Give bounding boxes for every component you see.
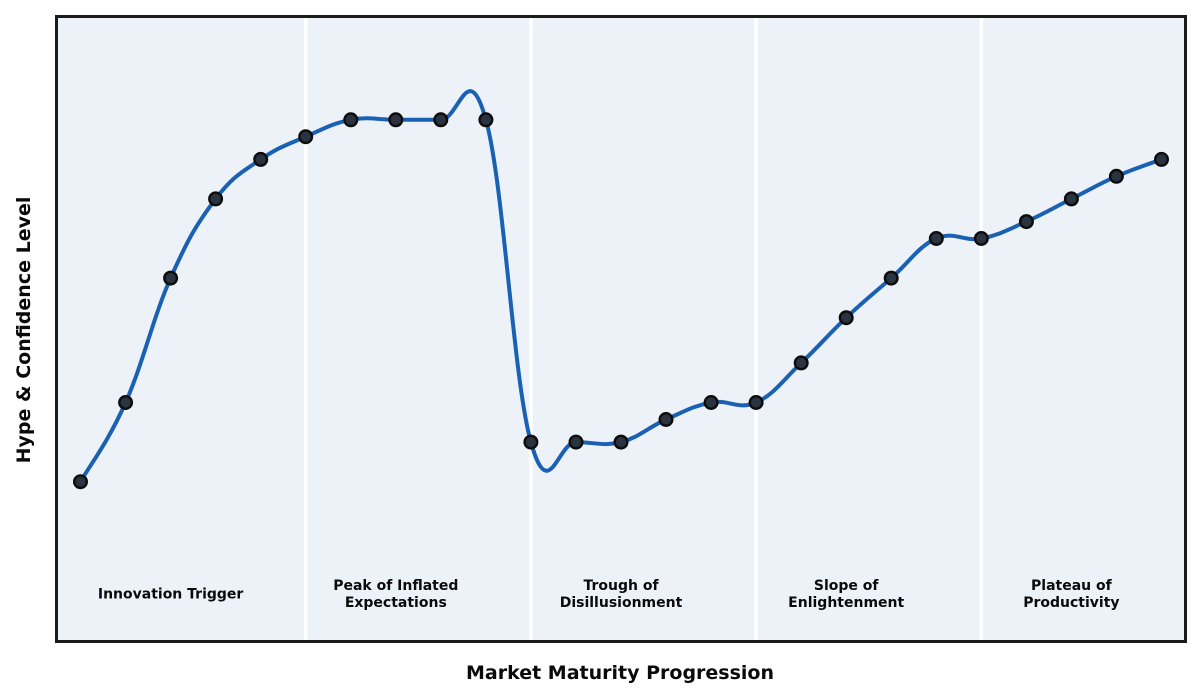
data-point-marker — [523, 434, 539, 450]
data-point-marker — [568, 434, 584, 450]
data-point-marker — [1018, 214, 1034, 230]
plot-area: Innovation Trigger Peak of Inflated Expec… — [55, 15, 1187, 643]
data-point-marker — [928, 230, 944, 246]
data-point-marker — [658, 412, 674, 428]
phase-divider-line — [754, 18, 758, 640]
data-point-marker — [478, 112, 494, 128]
phase-divider-line — [979, 18, 984, 640]
data-point-marker — [1108, 168, 1124, 184]
data-point-marker — [208, 191, 224, 207]
data-point-marker — [343, 112, 359, 128]
data-point-marker — [1063, 191, 1079, 207]
data-point-marker — [73, 474, 89, 490]
data-point-marker — [163, 270, 179, 286]
data-point-marker — [118, 395, 134, 411]
data-point-marker — [883, 270, 899, 286]
data-point-marker — [388, 112, 404, 128]
data-point-marker — [838, 310, 854, 326]
data-point-marker — [253, 151, 269, 167]
y-axis-label: Hype & Confidence Level — [13, 196, 35, 464]
x-axis-label: Market Maturity Progression — [465, 662, 775, 684]
curve-canvas — [73, 18, 1169, 640]
data-point-marker — [613, 434, 629, 450]
data-point-marker — [433, 112, 449, 128]
data-point-marker — [973, 230, 989, 246]
data-point-marker — [298, 129, 314, 145]
data-point-marker — [1153, 151, 1169, 167]
data-point-marker — [748, 395, 764, 411]
hype-curve-line — [78, 89, 1164, 484]
phase-divider-line — [304, 18, 308, 640]
data-point-marker — [793, 355, 809, 371]
data-point-marker — [703, 395, 719, 411]
phase-divider-line — [529, 18, 533, 640]
